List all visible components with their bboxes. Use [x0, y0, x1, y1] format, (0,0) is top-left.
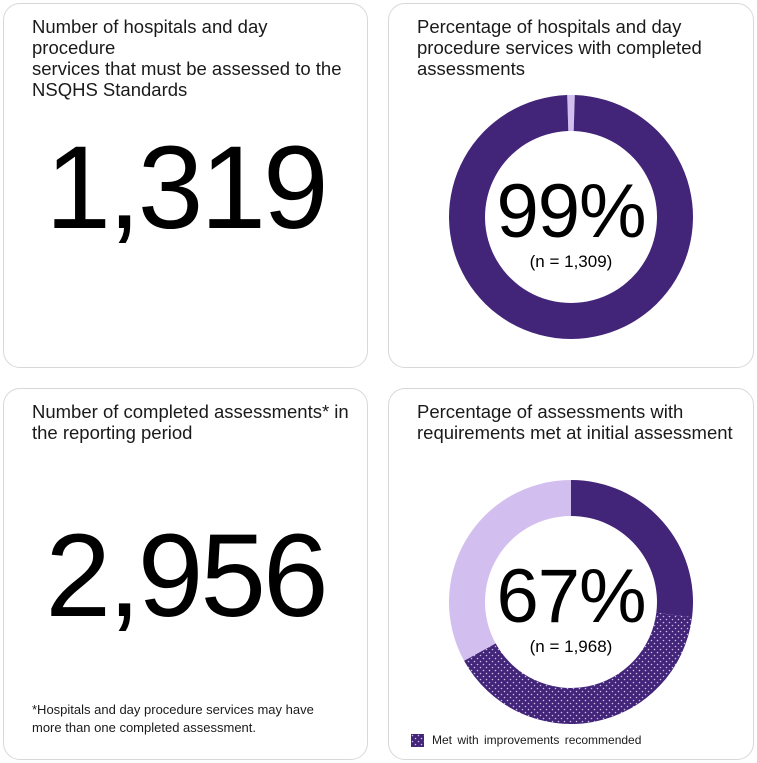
- donut-segment-purple: [448, 95, 693, 339]
- card-title: Number of hospitals and day procedure se…: [32, 16, 342, 101]
- donut-segment-lavender: [567, 94, 575, 132]
- card-must-be-assessed: Number of hospitals and day procedure se…: [3, 3, 368, 368]
- big-number-wrap: 1,319: [4, 4, 367, 367]
- legend-swatch-dotted-icon: [411, 733, 424, 747]
- card-title: Number of completed assessments* in the …: [32, 401, 349, 444]
- card-requirements-met: Percentage of assessments with requireme…: [388, 388, 754, 760]
- donut-chart-completed: 99% (n = 1,309): [448, 94, 693, 339]
- donut-svg-completed: [448, 94, 693, 339]
- stat-value-must-be-assessed: 1,319: [45, 121, 328, 254]
- donut-chart-requirements-met: 67% (n = 1,968): [449, 480, 694, 725]
- card-completed-count: Number of completed assessments* in the …: [3, 388, 368, 760]
- donut-segment-purple: [571, 480, 694, 618]
- card-completed-percentage: Percentage of hospitals and day procedur…: [388, 3, 754, 368]
- footnote: *Hospitals and day procedure services ma…: [32, 702, 314, 736]
- legend-label: Met with improvements recommended: [432, 733, 642, 747]
- donut-segment-lavender: [449, 480, 571, 661]
- donut-segment-dots: [464, 612, 693, 725]
- stat-value-completed-count: 2,956: [45, 510, 328, 642]
- big-number-wrap: 2,956: [4, 389, 367, 759]
- card-title: Percentage of hospitals and day procedur…: [417, 16, 702, 80]
- donut-svg-requirements-met: [449, 480, 694, 725]
- card-title: Percentage of assessments with requireme…: [417, 401, 733, 444]
- legend-met-with-improvements: Met with improvements recommended: [411, 733, 641, 747]
